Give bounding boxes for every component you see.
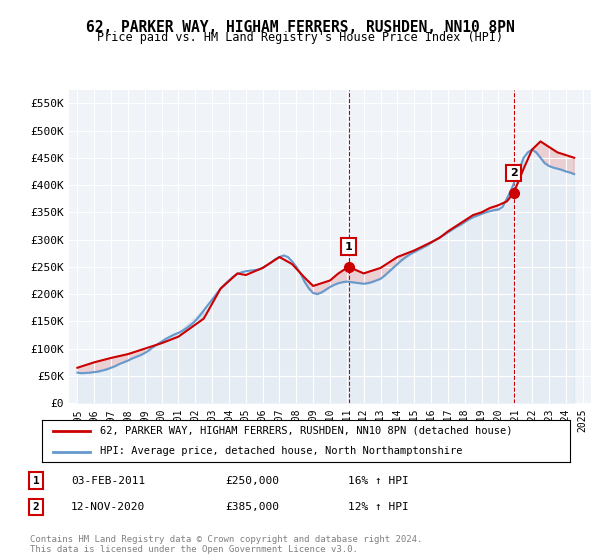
Text: Price paid vs. HM Land Registry's House Price Index (HPI): Price paid vs. HM Land Registry's House … (97, 31, 503, 44)
Text: 62, PARKER WAY, HIGHAM FERRERS, RUSHDEN, NN10 8PN (detached house): 62, PARKER WAY, HIGHAM FERRERS, RUSHDEN,… (100, 426, 512, 436)
Text: 16% ↑ HPI: 16% ↑ HPI (347, 476, 409, 486)
Text: Contains HM Land Registry data © Crown copyright and database right 2024.
This d: Contains HM Land Registry data © Crown c… (30, 535, 422, 554)
Text: 1: 1 (32, 476, 40, 486)
Text: 12% ↑ HPI: 12% ↑ HPI (347, 502, 409, 512)
Text: £385,000: £385,000 (225, 502, 279, 512)
Text: HPI: Average price, detached house, North Northamptonshire: HPI: Average price, detached house, Nort… (100, 446, 463, 456)
Text: 03-FEB-2011: 03-FEB-2011 (71, 476, 145, 486)
Text: 12-NOV-2020: 12-NOV-2020 (71, 502, 145, 512)
Text: 2: 2 (32, 502, 40, 512)
Text: 62, PARKER WAY, HIGHAM FERRERS, RUSHDEN, NN10 8PN: 62, PARKER WAY, HIGHAM FERRERS, RUSHDEN,… (86, 20, 514, 35)
Text: 1: 1 (344, 241, 352, 251)
Text: 2: 2 (509, 168, 517, 178)
Text: £250,000: £250,000 (225, 476, 279, 486)
